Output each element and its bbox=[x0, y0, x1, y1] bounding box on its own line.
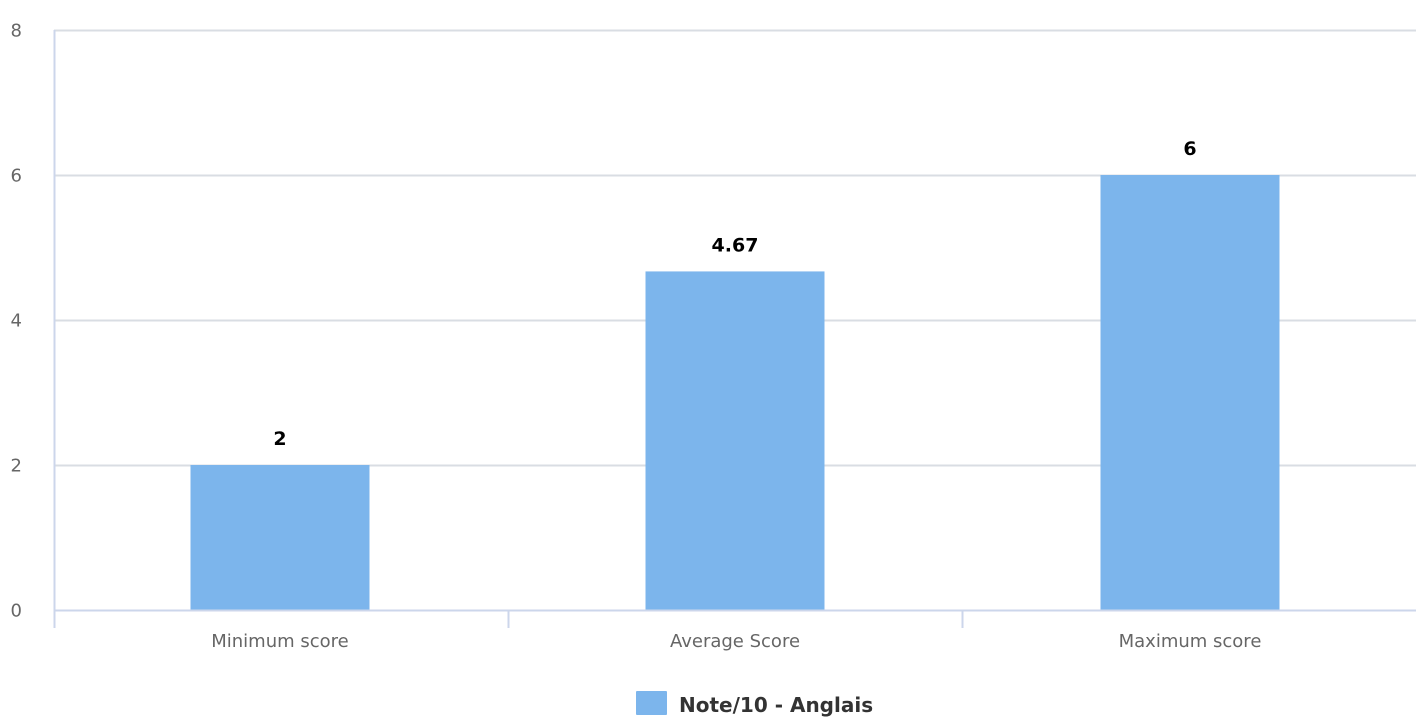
y-tick-label: 6 bbox=[11, 166, 22, 187]
bar[interactable] bbox=[190, 465, 370, 610]
bars bbox=[190, 175, 1280, 610]
y-tick-label: 8 bbox=[11, 21, 22, 42]
legend-label[interactable]: Note/10 - Anglais bbox=[679, 693, 873, 717]
legend[interactable]: Note/10 - Anglais bbox=[636, 691, 873, 717]
y-tick-label: 2 bbox=[11, 456, 22, 477]
x-axis bbox=[53, 30, 1416, 628]
y-axis-ticks: 0 2 4 6 8 bbox=[11, 21, 22, 622]
x-axis-categories: Minimum score Average Score Maximum score bbox=[211, 631, 1261, 652]
legend-swatch[interactable] bbox=[636, 691, 667, 715]
bar[interactable] bbox=[645, 271, 825, 610]
bar-value-label: 4.67 bbox=[712, 234, 759, 256]
y-tick-label: 4 bbox=[11, 311, 22, 332]
x-category-label: Average Score bbox=[670, 631, 800, 652]
y-tick-label: 0 bbox=[11, 601, 22, 622]
x-category-label: Maximum score bbox=[1119, 631, 1262, 652]
bar-value-label: 6 bbox=[1183, 138, 1196, 160]
data-labels: 2 4.67 6 bbox=[273, 138, 1196, 450]
bar-value-label: 2 bbox=[273, 428, 286, 450]
x-category-label: Minimum score bbox=[211, 631, 349, 652]
bar[interactable] bbox=[1100, 175, 1280, 610]
